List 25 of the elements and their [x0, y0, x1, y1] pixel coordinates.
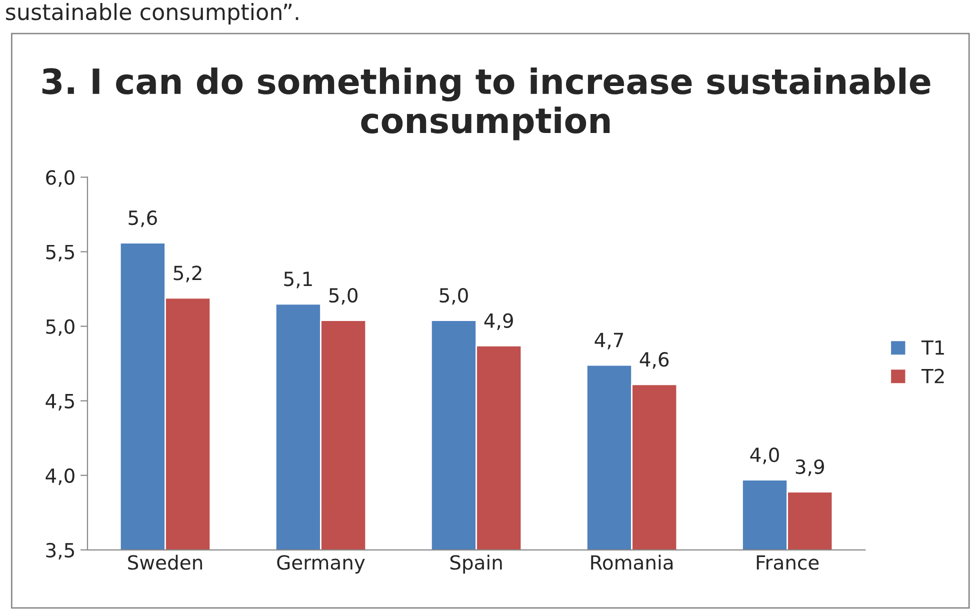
legend-label: T2 [921, 368, 944, 384]
data-label: 3,9 [796, 459, 824, 476]
legend-label: T1 [921, 340, 944, 355]
y-tick-label: 3,5 [46, 542, 74, 560]
x-tick-label: Germany [277, 555, 365, 574]
chart-title: 3. I can do something to increase sustainable consumption [42, 67, 930, 140]
y-tick-label: 5,5 [46, 244, 74, 262]
y-tick-label: 6,0 [46, 170, 74, 187]
data-label: 4,7 [594, 332, 624, 350]
data-label: 5,0 [329, 288, 358, 305]
x-tick-label: Spain [450, 554, 502, 574]
y-tick-label: 4,0 [46, 468, 74, 486]
data-label: 5,0 [440, 288, 468, 305]
data-label: 5,6 [128, 210, 157, 228]
data-label: 4,6 [640, 352, 669, 369]
data-label: 5,1 [284, 272, 312, 288]
x-tick-label: Sweden [128, 554, 202, 570]
x-tick-label: France [756, 555, 819, 570]
data-label: 4,0 [750, 447, 779, 464]
data-label: 4,9 [484, 313, 513, 330]
x-tick-label: Romania [591, 554, 673, 570]
y-tick-label: 4,5 [46, 394, 74, 410]
y-tick-label: 5,0 [46, 319, 74, 336]
data-label: 5,2 [174, 266, 202, 282]
text: sustainable consumption”. [6, 3, 298, 25]
